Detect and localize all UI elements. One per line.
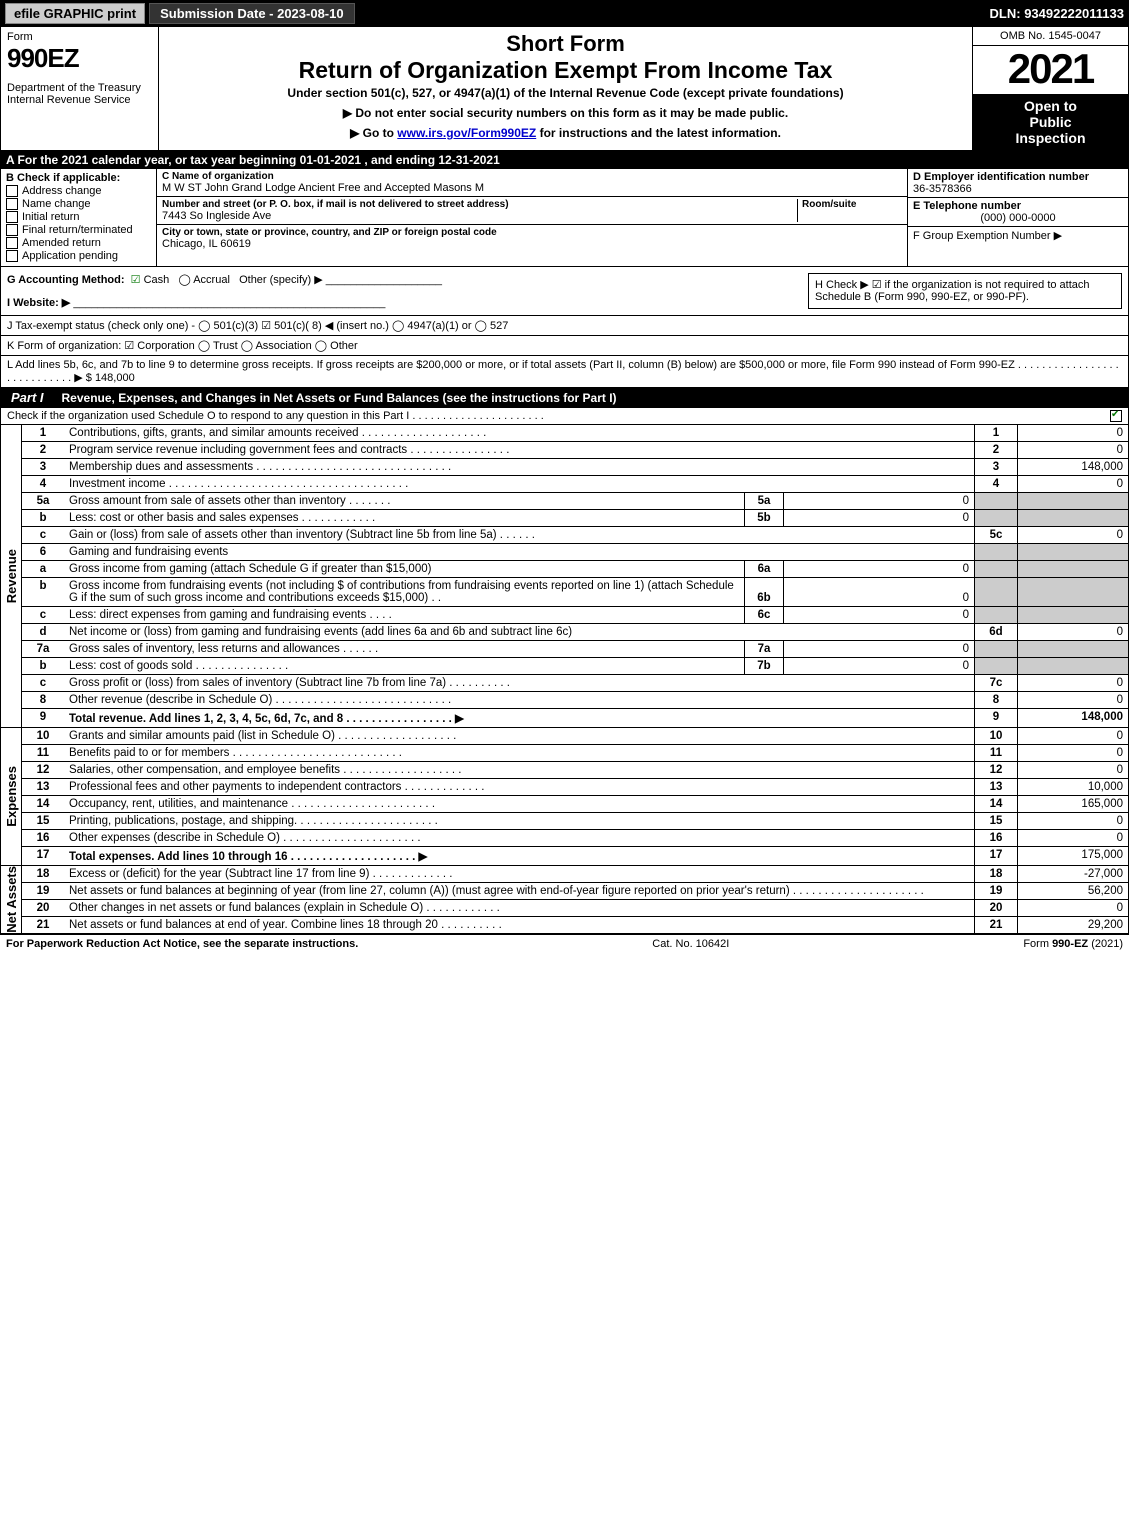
line-7a: 7aGross sales of inventory, less returns… <box>22 641 1129 658</box>
submission-date: Submission Date - 2023-08-10 <box>149 3 355 24</box>
city-value: Chicago, IL 60619 <box>162 238 902 250</box>
j-tax-exempt: J Tax-exempt status (check only one) - ◯… <box>0 316 1129 336</box>
main-title: Return of Organization Exempt From Incom… <box>167 57 964 84</box>
form-label: Form <box>7 31 152 43</box>
line-19: 19Net assets or fund balances at beginni… <box>22 883 1129 900</box>
netassets-section: Net Assets 18Excess or (deficit) for the… <box>0 866 1129 934</box>
phone-label: E Telephone number <box>913 200 1123 212</box>
dln-label: DLN: 93492222011133 <box>990 6 1124 21</box>
irs-link[interactable]: www.irs.gov/Form990EZ <box>397 126 536 140</box>
line-4: 4Investment income . . . . . . . . . . .… <box>22 476 1129 493</box>
line-17: 17Total expenses. Add lines 10 through 1… <box>22 847 1129 866</box>
goto-suffix: for instructions and the latest informat… <box>536 126 781 140</box>
ein-value: 36-3578366 <box>913 183 1123 195</box>
line-5a: 5aGross amount from sale of assets other… <box>22 493 1129 510</box>
room-label: Room/suite <box>802 199 902 210</box>
expenses-section: Expenses 10Grants and similar amounts pa… <box>0 728 1129 866</box>
page-footer: For Paperwork Reduction Act Notice, see … <box>0 934 1129 953</box>
paperwork-notice: For Paperwork Reduction Act Notice, see … <box>6 938 358 950</box>
schedule-o-check[interactable] <box>1110 410 1122 422</box>
line-21: 21Net assets or fund balances at end of … <box>22 917 1129 934</box>
efile-button[interactable]: efile GRAPHIC print <box>5 3 145 24</box>
dept-label: Department of the Treasury <box>7 82 152 94</box>
goto-note: ▶ Go to www.irs.gov/Form990EZ for instru… <box>167 126 964 140</box>
line-9: 9Total revenue. Add lines 1, 2, 3, 4, 5c… <box>22 709 1129 728</box>
col-b-header: B Check if applicable: <box>6 172 151 184</box>
line-6d: dNet income or (loss) from gaming and fu… <box>22 624 1129 641</box>
cat-number: Cat. No. 10642I <box>652 938 729 950</box>
part1-subheader: Check if the organization used Schedule … <box>0 408 1129 425</box>
ein-label: D Employer identification number <box>913 171 1123 183</box>
line-6a: aGross income from gaming (attach Schedu… <box>22 561 1129 578</box>
omb-number: OMB No. 1545-0047 <box>973 27 1128 46</box>
col-def: D Employer identification number 36-3578… <box>907 169 1128 266</box>
line-6b: bGross income from fundraising events (n… <box>22 578 1129 607</box>
cb-name-change[interactable] <box>6 198 18 210</box>
k-form-org: K Form of organization: ☑ Corporation ◯ … <box>0 336 1129 356</box>
subtitle: Under section 501(c), 527, or 4947(a)(1)… <box>167 86 964 100</box>
line-16: 16Other expenses (describe in Schedule O… <box>22 830 1129 847</box>
city-label: City or town, state or province, country… <box>162 227 902 238</box>
cb-address-change[interactable] <box>6 185 18 197</box>
website-label: I Website: ▶ <box>7 297 70 309</box>
cb-initial-return[interactable] <box>6 211 18 223</box>
goto-prefix: ▶ Go to <box>350 126 397 140</box>
line-5b: bLess: cost or other basis and sales exp… <box>22 510 1129 527</box>
line-15: 15Printing, publications, postage, and s… <box>22 813 1129 830</box>
part1-label: Part I <box>1 388 54 407</box>
inspection-badge: Open to Public Inspection <box>973 94 1128 150</box>
line-12: 12Salaries, other compensation, and empl… <box>22 762 1129 779</box>
line-5c: cGain or (loss) from sale of assets othe… <box>22 527 1129 544</box>
cb-app-pending[interactable] <box>6 250 18 262</box>
form-header: Form 990EZ Department of the Treasury In… <box>0 27 1129 151</box>
l-gross-receipts: L Add lines 5b, 6c, and 7b to line 9 to … <box>0 356 1129 388</box>
line-11: 11Benefits paid to or for members . . . … <box>22 745 1129 762</box>
org-name: M W ST John Grand Lodge Ancient Free and… <box>162 182 902 194</box>
short-form-title: Short Form <box>167 31 964 57</box>
cb-amended-return[interactable] <box>6 237 18 249</box>
group-exemption-label: F Group Exemption Number ▶ <box>913 229 1123 242</box>
part1-header: Part I Revenue, Expenses, and Changes in… <box>0 388 1129 408</box>
line-6: 6Gaming and fundraising events <box>22 544 1129 561</box>
expenses-vertical-label: Expenses <box>4 766 19 827</box>
line-2: 2Program service revenue including gover… <box>22 442 1129 459</box>
street-label: Number and street (or P. O. box, if mail… <box>162 199 793 210</box>
accounting-method-label: G Accounting Method: <box>7 274 125 286</box>
section-bcdef: B Check if applicable: Address change Na… <box>0 169 1129 267</box>
gh-section: G Accounting Method: ☑ Cash ◯ Accrual Ot… <box>0 267 1129 316</box>
h-schedule-b: H Check ▶ ☑ if the organization is not r… <box>808 273 1122 309</box>
line-8: 8Other revenue (describe in Schedule O) … <box>22 692 1129 709</box>
col-b-checkboxes: B Check if applicable: Address change Na… <box>1 169 157 266</box>
line-14: 14Occupancy, rent, utilities, and mainte… <box>22 796 1129 813</box>
revenue-section: Revenue 1Contributions, gifts, grants, a… <box>0 425 1129 728</box>
street-value: 7443 So Ingleside Ave <box>162 210 793 222</box>
top-bar: efile GRAPHIC print Submission Date - 20… <box>0 0 1129 27</box>
line-13: 13Professional fees and other payments t… <box>22 779 1129 796</box>
netassets-vertical-label: Net Assets <box>4 866 19 933</box>
form-reference: Form 990-EZ (2021) <box>1023 938 1123 950</box>
row-a-tax-year: A For the 2021 calendar year, or tax yea… <box>0 151 1129 169</box>
col-c-org-info: C Name of organization M W ST John Grand… <box>157 169 907 266</box>
phone-value: (000) 000-0000 <box>913 212 1123 224</box>
cb-final-return[interactable] <box>6 224 18 236</box>
ssn-note: ▶ Do not enter social security numbers o… <box>167 106 964 120</box>
irs-label: Internal Revenue Service <box>7 94 152 106</box>
revenue-vertical-label: Revenue <box>4 549 19 603</box>
line-7c: cGross profit or (loss) from sales of in… <box>22 675 1129 692</box>
line-6c-sub: cLess: direct expenses from gaming and f… <box>22 607 1129 624</box>
line-20: 20Other changes in net assets or fund ba… <box>22 900 1129 917</box>
org-name-label: C Name of organization <box>162 171 902 182</box>
part1-title: Revenue, Expenses, and Changes in Net As… <box>54 389 1128 407</box>
line-7b: bLess: cost of goods sold . . . . . . . … <box>22 658 1129 675</box>
line-10: 10Grants and similar amounts paid (list … <box>22 728 1129 745</box>
cash-check: ☑ <box>131 274 141 286</box>
l-amount: 148,000 <box>95 372 135 384</box>
line-1: 1Contributions, gifts, grants, and simil… <box>22 425 1129 442</box>
tax-year: 2021 <box>973 46 1128 94</box>
form-number: 990EZ <box>7 43 152 74</box>
line-3: 3Membership dues and assessments . . . .… <box>22 459 1129 476</box>
line-18: 18Excess or (deficit) for the year (Subt… <box>22 866 1129 883</box>
